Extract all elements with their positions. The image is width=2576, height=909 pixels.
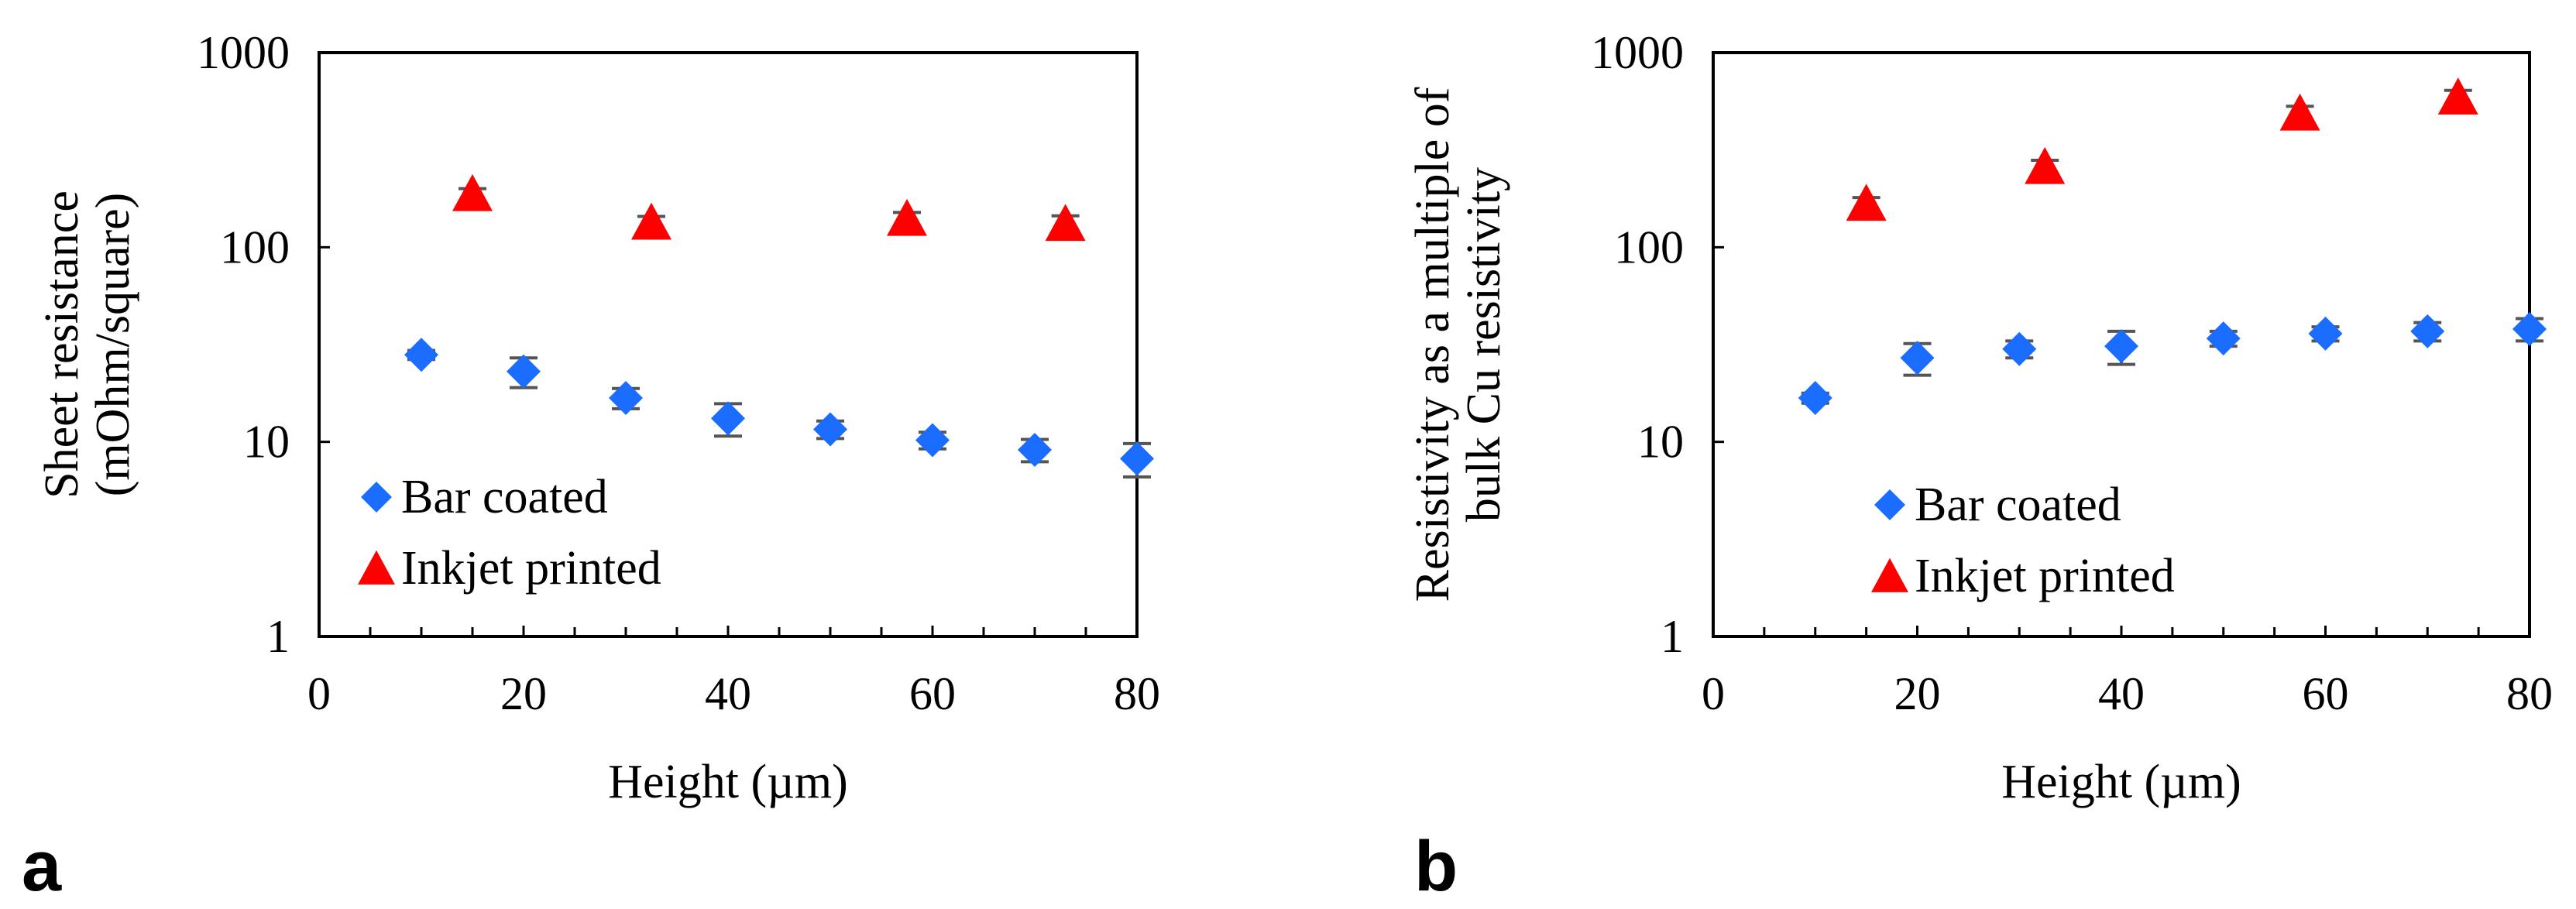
y-axis-title-line: Sheet resistance xyxy=(36,190,88,499)
x-tick-label: 60 xyxy=(2303,668,2349,719)
legend: Bar coated Inkjet printed xyxy=(358,471,661,595)
y-tick-label: 10 xyxy=(243,417,290,468)
y-tick-label: 100 xyxy=(220,221,290,273)
data-point xyxy=(1045,204,1086,242)
x-tick-label: 20 xyxy=(500,668,547,719)
legend-label: Bar coated xyxy=(1915,479,2121,531)
chart-panel-b: 0 20 40 60 80 1 10 100 1000 Height (µm) Resistivit… xyxy=(1406,27,2553,906)
y-tick-label: 1000 xyxy=(1591,27,1684,78)
y-tick-label: 100 xyxy=(1614,221,1684,273)
x-tick-label: 60 xyxy=(909,668,956,719)
x-tick-label: 0 xyxy=(307,668,331,719)
chart-panel-a: 0 20 40 60 80 1 10 100 1000 Height (µm) Sheet resi… xyxy=(22,27,1160,906)
y-tick-label: 1 xyxy=(266,611,290,662)
y-tick-label: 1000 xyxy=(197,27,290,78)
y-axis-title-line: (mOhm/square) xyxy=(87,193,139,497)
data-point xyxy=(2410,314,2445,348)
legend-label: Inkjet printed xyxy=(401,542,661,595)
legend-marker-triangle xyxy=(358,550,395,585)
data-point xyxy=(452,173,493,211)
legend-marker-diamond xyxy=(1874,489,1905,520)
data-point xyxy=(609,381,643,416)
legend-marker-diamond xyxy=(361,482,392,513)
data-point xyxy=(1846,184,1887,221)
data-point xyxy=(2206,321,2241,356)
x-tick-label: 40 xyxy=(2098,668,2145,719)
data-point xyxy=(2002,331,2037,366)
data-point xyxy=(404,338,438,372)
series-inkjet-printed xyxy=(452,173,1086,242)
y-tick-label: 10 xyxy=(1637,417,1684,468)
data-point xyxy=(631,202,671,240)
data-point xyxy=(711,401,745,436)
legend-marker-triangle xyxy=(1871,557,1908,592)
data-point xyxy=(1120,441,1154,476)
x-tick-label: 40 xyxy=(705,668,751,719)
y-axis-title-line: Resistivity as a multiple of xyxy=(1406,87,1459,602)
x-tick-label: 80 xyxy=(1114,668,1160,719)
x-tick-label: 20 xyxy=(1894,668,1941,719)
data-point xyxy=(2279,93,2320,131)
legend: Bar coated Inkjet printed xyxy=(1871,479,2175,602)
legend-label: Bar coated xyxy=(401,471,608,523)
data-point xyxy=(507,354,541,389)
legend-label: Inkjet printed xyxy=(1915,550,2175,602)
x-axis-title: Height (µm) xyxy=(2001,756,2241,808)
series-bar-coated xyxy=(404,338,1154,479)
data-point xyxy=(2025,146,2066,184)
data-point xyxy=(2512,311,2547,346)
data-point xyxy=(2308,316,2343,351)
data-point xyxy=(887,198,927,236)
x-tick-label: 80 xyxy=(2506,668,2553,719)
data-point xyxy=(915,423,950,458)
series-bar-coated xyxy=(1798,311,2547,416)
data-point xyxy=(1900,341,1935,376)
x-axis-title: Height (µm) xyxy=(608,756,848,808)
x-tick-label: 0 xyxy=(1702,668,1725,719)
data-point xyxy=(2104,329,2138,364)
series-inkjet-printed xyxy=(1846,77,2478,221)
data-point xyxy=(1018,432,1052,467)
panel-label: b xyxy=(1414,827,1458,906)
data-point xyxy=(2437,77,2478,115)
data-point xyxy=(1798,381,1832,416)
data-point xyxy=(813,412,847,447)
y-axis-title-line: bulk Cu resistivity xyxy=(1458,167,1510,522)
panel-label: a xyxy=(22,827,62,906)
y-tick-label: 1 xyxy=(1661,611,1684,662)
